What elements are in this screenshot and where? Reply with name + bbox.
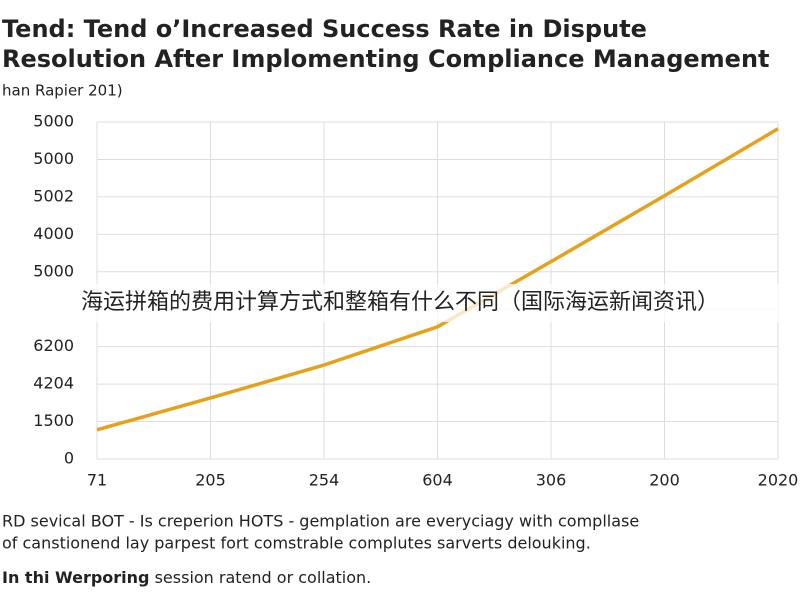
overlay-band	[0, 284, 800, 322]
y-tick-label: 5000	[33, 112, 74, 131]
y-tick-label: 4000	[33, 224, 74, 243]
footer-text: RD sevical BOT - Is creperion HOTS - gem…	[2, 512, 639, 531]
y-tick-label: 5000	[33, 149, 74, 168]
footer-text: In thi Werporing session ratend or colla…	[2, 568, 371, 587]
line	[96, 127, 779, 432]
x-tick-label: 306	[536, 471, 567, 490]
chart-subtitle: han Rapier 201)	[2, 82, 123, 100]
footer-rest: session ratend or collation.	[155, 568, 372, 587]
chart-title: Tend: Tend o’Increased Success Rate in D…	[2, 15, 647, 43]
chart-title: Resolution After Implomenting Compliance…	[2, 45, 770, 73]
y-tick-label: 5002	[33, 186, 74, 205]
x-tick-label: 200	[649, 471, 680, 490]
y-tick-label: 0	[64, 449, 74, 468]
x-tick-label: 254	[309, 471, 340, 490]
x-tick-label: 604	[422, 471, 453, 490]
y-tick-label: 1500	[33, 411, 74, 430]
overlay-text: 海运拼箱的费用计算方式和整箱有什么不同（国际海运新闻资讯）	[81, 290, 719, 315]
x-tick-label: 205	[195, 471, 226, 490]
x-tick-label: 2020	[758, 471, 799, 490]
footer-bold: In thi Werporing	[2, 568, 150, 587]
footer-text: of canstionend lay parpest fort comstrab…	[2, 534, 591, 553]
y-tick-label: 5000	[33, 261, 74, 280]
y-tick-label: 4204	[33, 374, 74, 393]
y-tick-label: 6200	[33, 336, 74, 355]
x-tick-label: 71	[87, 471, 107, 490]
